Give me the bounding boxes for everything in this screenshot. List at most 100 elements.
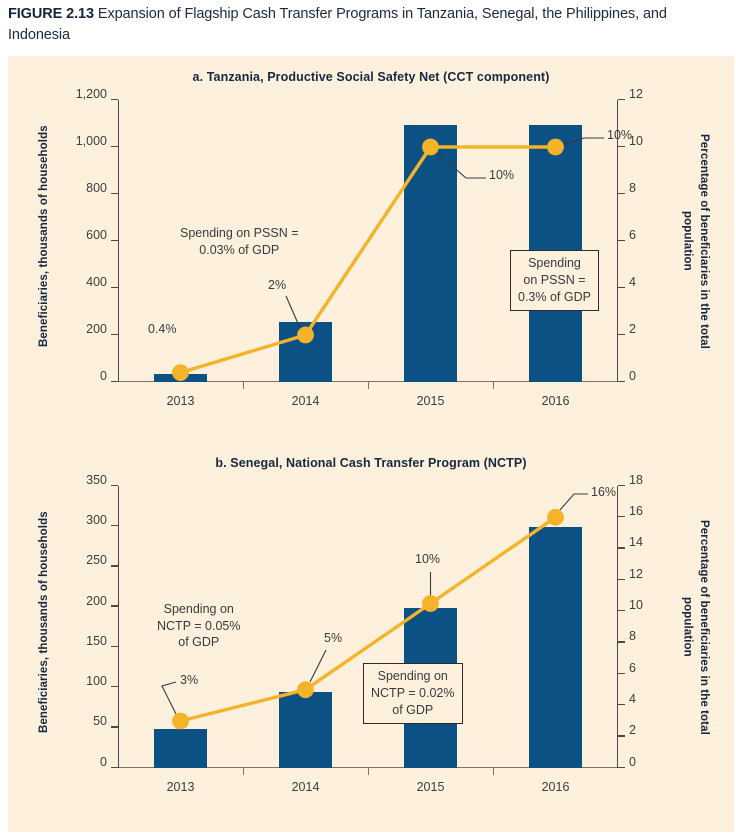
chart-b-right-ticklabel: 10 bbox=[629, 598, 643, 613]
chart-b-bar-2014 bbox=[279, 691, 332, 768]
chart-b-marker-2014 bbox=[297, 681, 314, 699]
chart-a-line-overlay bbox=[172, 137, 604, 381]
chart-a-annotation-boxed-line1: Spending bbox=[528, 256, 581, 270]
chart-b-marker-2015 bbox=[422, 595, 439, 612]
figure-caption: Expansion of Flagship Cash Transfer Prog… bbox=[8, 6, 667, 43]
chart-b-right-ticklabel: 18 bbox=[629, 472, 643, 487]
chart-b-plot-area: 0 50 100 150 200 250 300 350 0 2 4 6 bbox=[86, 473, 643, 794]
chart-b-left-tick bbox=[111, 524, 118, 527]
chart-b-x-tick bbox=[368, 768, 370, 775]
chart-b-left-axis-line bbox=[118, 486, 120, 768]
figure-header: FIGURE 2.13 Expansion of Flagship Cash T… bbox=[8, 4, 728, 45]
chart-b-annotation-boxed-line1: Spending on bbox=[377, 669, 448, 683]
chart-b-right-tick bbox=[618, 609, 625, 612]
chart-a-pct-2015: 10% bbox=[489, 168, 515, 182]
chart-b-left-ticklabel: 300 bbox=[86, 513, 107, 528]
chart-a-left-tick bbox=[111, 286, 118, 289]
chart-a-leader-2015 bbox=[435, 151, 486, 179]
chart-a-right-axis-line bbox=[616, 100, 618, 382]
chart-b-trend-line bbox=[178, 515, 558, 723]
chart-a-marker-2016 bbox=[547, 138, 564, 156]
chart-a-right-axis-title: Percentage of beneficiaries in the total… bbox=[681, 133, 710, 349]
chart-a-left-ticklabel: 0 bbox=[100, 368, 107, 383]
chart-a-x-label: 2015 bbox=[416, 394, 445, 408]
chart-b-right-ticklabel: 12 bbox=[629, 566, 643, 581]
chart-b-left-ticklabel: 100 bbox=[86, 674, 107, 689]
chart-a-left-axis-title: Beneficiaries, thousands of households bbox=[38, 125, 50, 347]
chart-a-right-ticklabel: 6 bbox=[629, 227, 636, 242]
chart-a-pct-2013: 0.4% bbox=[148, 322, 177, 336]
chart-b-pct-2014: 5% bbox=[324, 631, 343, 645]
chart-a-title: a. Tanzania, Productive Social Safety Ne… bbox=[192, 70, 550, 84]
figure-panel: a. Tanzania, Productive Social Safety Ne… bbox=[8, 56, 734, 832]
chart-a-plot-area: 0 200 400 600 800 1,000 1,200 0 2 4 6 8 bbox=[76, 87, 643, 408]
chart-b-left-ticklabel: 250 bbox=[86, 553, 107, 568]
chart-a-right-tick bbox=[618, 333, 625, 335]
chart-b-left-ticklabel: 200 bbox=[86, 593, 107, 608]
chart-b-annotation-plain-line3: of GDP bbox=[178, 635, 220, 649]
chart-panel-a: a. Tanzania, Productive Social Safety Ne… bbox=[8, 64, 734, 444]
chart-b-right-axis-line bbox=[616, 486, 618, 768]
chart-b-line-overlay bbox=[161, 493, 588, 730]
chart-a-right-ticklabel: 4 bbox=[629, 274, 636, 289]
chart-b-left-tick bbox=[111, 565, 118, 567]
chart-a-right-tick bbox=[618, 98, 625, 100]
chart-a-marker-2015 bbox=[422, 138, 439, 156]
chart-a-left-tick bbox=[111, 239, 118, 241]
chart-b-bar-2016 bbox=[529, 527, 582, 768]
chart-a-annotation-boxed-line2: on PSSN = bbox=[523, 272, 586, 287]
chart-a-left-ticklabel: 800 bbox=[86, 180, 107, 195]
chart-b-left-tick bbox=[111, 484, 118, 486]
chart-a-marker-2013 bbox=[172, 364, 189, 381]
chart-b-leader-2013 bbox=[161, 681, 177, 715]
chart-b-left-ticklabel: 350 bbox=[86, 472, 107, 487]
chart-b-pct-2013: 3% bbox=[180, 673, 199, 687]
chart-b-marker-2013 bbox=[172, 712, 189, 730]
chart-a-left-ticklabel: 1,000 bbox=[75, 133, 107, 148]
chart-b-right-tick bbox=[618, 578, 625, 580]
chart-a-left-tick bbox=[111, 98, 118, 100]
chart-b-annotation-plain-line2: NCTP = 0.05% bbox=[157, 618, 241, 633]
chart-a-x-label: 2013 bbox=[166, 394, 195, 408]
chart-b-left-tick bbox=[111, 645, 118, 648]
chart-b-right-tick bbox=[618, 641, 625, 643]
chart-b-pct-2015: 10% bbox=[415, 552, 441, 566]
chart-b-right-tick bbox=[618, 515, 625, 518]
chart-a-left-tick bbox=[111, 145, 118, 148]
chart-b-leader-2016 bbox=[559, 493, 588, 511]
chart-a-pct-2014: 2% bbox=[268, 278, 287, 292]
chart-b-left-tick bbox=[111, 766, 118, 768]
chart-b-right-tick bbox=[618, 703, 625, 706]
chart-b-annotation-plain: Spending on NCTP = 0.05% of GDP bbox=[157, 601, 241, 651]
chart-b-leader-2014 bbox=[309, 649, 327, 683]
chart-a-x-axis-line bbox=[118, 380, 618, 382]
chart-b-right-ticklabel: 6 bbox=[629, 660, 636, 675]
chart-b-right-tick bbox=[618, 766, 625, 768]
chart-b-left-ticklabel: 50 bbox=[93, 714, 107, 729]
chart-a-x-label: 2014 bbox=[291, 394, 320, 408]
chart-a-right-tick bbox=[618, 145, 625, 148]
chart-a-right-ticklabel: 2 bbox=[629, 321, 636, 336]
chart-a-annotation-plain-line2: 0.03% of GDP bbox=[199, 242, 280, 257]
chart-a-trend-line bbox=[178, 145, 558, 375]
chart-b-right-ticklabel: 14 bbox=[629, 535, 643, 550]
chart-b-right-ticklabel: 16 bbox=[629, 504, 643, 519]
chart-b-title: b. Senegal, National Cash Transfer Progr… bbox=[215, 456, 527, 470]
chart-b-left-ticklabel: 150 bbox=[86, 633, 107, 648]
chart-a-right-tick bbox=[618, 192, 625, 194]
chart-b-left-tick bbox=[111, 605, 118, 607]
chart-b-x-label: 2014 bbox=[291, 780, 320, 794]
chart-a-left-tick bbox=[111, 380, 118, 382]
chart-b-right-tick bbox=[618, 547, 625, 549]
chart-b-annotation-boxed-line2: NCTP = 0.02% bbox=[371, 685, 455, 700]
chart-a-right-tick bbox=[618, 286, 625, 289]
chart-a-right-ticklabel: 8 bbox=[629, 180, 636, 195]
chart-b-x-label: 2013 bbox=[166, 780, 195, 794]
chart-b-x-tick bbox=[243, 768, 245, 775]
chart-b-right-ticklabel: 0 bbox=[629, 754, 636, 769]
chart-a-leader-2014 bbox=[285, 295, 301, 329]
chart-a-leader-2016 bbox=[561, 137, 604, 146]
chart-b-annotation-boxed: Spending on NCTP = 0.02% of GDP bbox=[363, 663, 463, 725]
chart-b-x-tick bbox=[493, 768, 495, 775]
chart-b-annotation-plain-line1: Spending on bbox=[163, 602, 234, 616]
